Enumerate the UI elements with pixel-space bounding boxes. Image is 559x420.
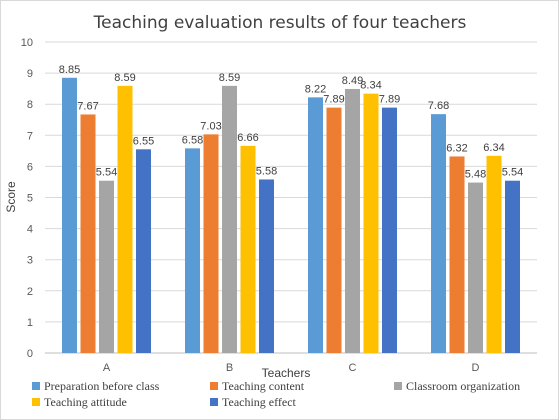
data-label: 5.58 [256, 165, 277, 177]
x-axis-label: Teachers [262, 366, 311, 380]
data-label: 8.34 [360, 80, 381, 92]
y-tick-label: 0 [27, 348, 33, 360]
bar [345, 88, 360, 353]
bar [363, 93, 379, 353]
legend-label: Preparation before class [44, 379, 160, 393]
legend-item: Teaching attitude [32, 395, 127, 409]
legend-swatch [32, 398, 40, 406]
bar [505, 180, 520, 353]
data-label: 5.54 [502, 167, 523, 179]
chart-title: Teaching evaluation results of four teac… [93, 13, 467, 33]
y-tick-label: 5 [27, 193, 33, 205]
data-label: 7.03 [200, 120, 221, 132]
data-label: 8.59 [219, 72, 240, 84]
bar [99, 180, 114, 353]
x-axis-ticks: A B C D [103, 362, 480, 374]
data-label: 6.34 [483, 142, 504, 154]
y-tick-label: 8 [27, 99, 33, 111]
legend-swatch [32, 382, 40, 390]
bar [308, 97, 323, 353]
x-tick-label: B [226, 362, 233, 374]
y-axis-ticks: 0 1 2 3 4 5 6 7 8 9 10 [21, 37, 33, 360]
legend-item: Teaching content [210, 379, 305, 393]
data-label: 8.85 [59, 64, 80, 76]
bar [117, 85, 133, 353]
y-tick-label: 9 [27, 68, 33, 80]
data-label: 8.59 [114, 72, 135, 84]
bar [326, 107, 342, 353]
y-tick-label: 7 [27, 130, 33, 142]
bar [203, 134, 219, 353]
y-tick-label: 1 [27, 317, 33, 329]
data-label: 7.67 [77, 100, 98, 112]
legend-label: Teaching content [222, 379, 305, 393]
y-tick-label: 2 [27, 286, 33, 298]
legend-label: Teaching attitude [44, 395, 127, 409]
bar [382, 107, 397, 353]
data-label: 7.68 [428, 100, 449, 112]
legend-swatch [210, 382, 218, 390]
bars [62, 77, 520, 353]
bar [431, 114, 446, 353]
y-tick-label: 3 [27, 255, 33, 267]
data-label: 7.89 [323, 94, 344, 106]
data-label: 7.89 [379, 94, 400, 106]
bar [468, 182, 483, 353]
bar [222, 85, 237, 353]
legend-item: Teaching effect [210, 395, 297, 409]
legend-swatch [394, 382, 402, 390]
legend: Preparation before class Teaching content… [32, 379, 520, 409]
bar [80, 114, 96, 353]
data-label: 6.55 [133, 135, 154, 147]
x-tick-label: A [103, 362, 111, 374]
data-label: 6.32 [446, 142, 467, 154]
y-axis-label: Score [4, 181, 18, 213]
x-tick-label: D [472, 362, 480, 374]
y-tick-label: 6 [27, 161, 33, 173]
legend-label: Teaching effect [222, 395, 297, 409]
y-tick-label: 10 [21, 37, 33, 49]
bar [486, 155, 502, 353]
bar [62, 77, 77, 353]
bar [259, 179, 274, 353]
data-label: 5.48 [465, 169, 486, 181]
legend-item: Preparation before class [32, 379, 160, 393]
data-label: 6.58 [182, 134, 203, 146]
bar [240, 145, 256, 353]
data-label: 5.54 [96, 167, 117, 179]
data-label: 8.22 [305, 83, 326, 95]
data-label: 6.66 [237, 132, 258, 144]
data-labels: 8.85 7.67 5.54 8.59 6.55 6.58 7.03 8.59 6.66 5.58… [59, 64, 523, 181]
data-label: 8.49 [342, 75, 363, 87]
bar [449, 156, 465, 353]
y-tick-label: 4 [27, 224, 33, 236]
bar [136, 149, 151, 353]
legend-label: Classroom organization [406, 379, 520, 393]
bar [185, 148, 200, 353]
x-tick-label: C [349, 362, 357, 374]
legend-item: Classroom organization [394, 379, 520, 393]
legend-swatch [210, 398, 218, 406]
